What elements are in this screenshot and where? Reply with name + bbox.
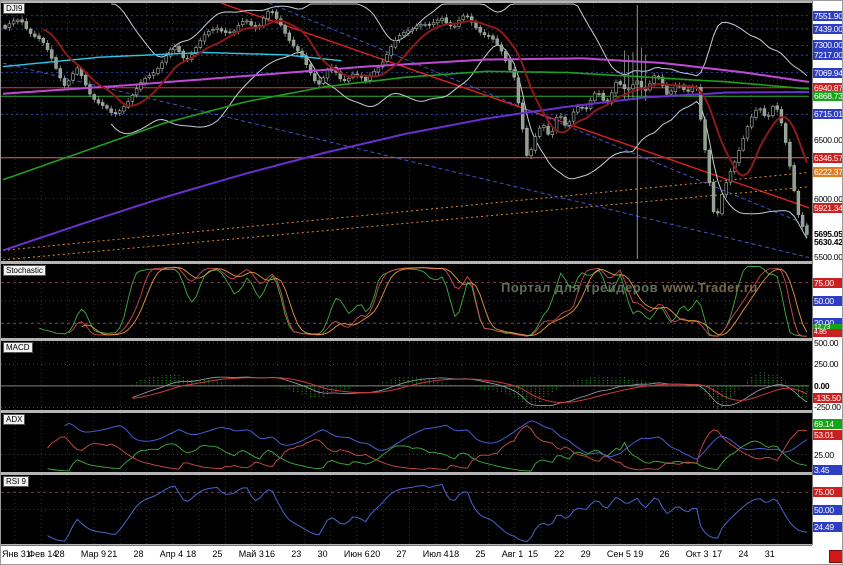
price-scale-value: 250.00: [814, 359, 839, 369]
time-axis-label: Янв 31: [2, 549, 31, 559]
price-scale[interactable]: 7551.90 7439.00 7300.00 7217.00 7069.94 6940.…: [812, 1, 843, 545]
price-scale-value: 6940.87: [813, 83, 842, 93]
macd-layer: [1, 342, 809, 410]
time-axis-label: 29: [580, 549, 591, 559]
indicator-label-macd: MACD: [3, 342, 33, 353]
price-scale-value: 6500.00: [814, 135, 843, 145]
panel-backgrounds: [1, 3, 812, 544]
chart-plot-area[interactable]: DJI9 Stochastic MACD ADX RSI 9 Портал дл…: [1, 1, 812, 545]
time-axis-label: Май 3: [238, 549, 264, 559]
price-scale-value: 25.00: [814, 450, 834, 460]
time-axis-label: 19: [633, 549, 644, 559]
time-axis-label: Апр 4: [159, 549, 184, 559]
price-scale-value: 7300.00: [813, 40, 842, 50]
indicator-label-rsi: RSI 9: [3, 476, 30, 487]
price-scale-value: -250.00: [814, 402, 841, 412]
time-axis-label: 22: [554, 549, 565, 559]
symbol-label: DJI9: [3, 3, 26, 14]
bollinger-bands: [110, 3, 808, 239]
corner-logo-badge[interactable]: [829, 550, 842, 563]
price-scale-value: 53.01: [813, 430, 842, 440]
time-axis-label: Июн 6: [343, 549, 370, 559]
price-scale-value: 7217.00: [813, 50, 842, 60]
moving-averages: [2, 19, 810, 252]
time-axis-label: 15: [528, 549, 539, 559]
time-axis-label: Сен 5: [606, 549, 631, 559]
stochastic-layer: [1, 265, 809, 337]
price-scale-value: 75.00: [813, 487, 842, 497]
watermark: Портал для трейдеров www.Trader.ru: [501, 280, 758, 295]
time-axis-label: 28: [133, 549, 144, 559]
price-scale-value: 3.45: [813, 465, 842, 475]
price-scale-value: 50.00: [813, 296, 842, 306]
price-scale-value: 6222.37: [813, 167, 842, 177]
price-scale-value: -135.50: [813, 393, 842, 403]
price-scale-value: 69.14: [813, 419, 842, 429]
time-axis-label: 25: [212, 549, 223, 559]
time-axis-label: Мар 9: [80, 549, 107, 559]
time-axis-label: 26: [659, 549, 670, 559]
price-scale-value: 5500.00: [814, 252, 843, 262]
watermark-text: Портал для трейдеров: [501, 280, 659, 295]
time-axis-label: 23: [291, 549, 302, 559]
time-axis-label: Июл 4: [422, 549, 449, 559]
price-scale-value: 6346.57: [813, 153, 842, 163]
price-scale-value: 6715.01: [813, 109, 842, 119]
price-scale-value: 6868.73: [813, 91, 842, 101]
time-axis-label: 25: [475, 549, 486, 559]
watermark-site: www.Trader.ru: [662, 280, 758, 295]
time-axis-label: 18: [449, 549, 460, 559]
time-axis-label: Авг 1: [501, 549, 524, 559]
time-axis-label: 24: [738, 549, 749, 559]
price-scale-value: 7439.00: [813, 24, 842, 34]
time-axis-label: 21: [107, 549, 118, 559]
price-scale-value: 50.00: [813, 505, 842, 515]
price-scale-value: 75.00: [813, 278, 842, 288]
time-axis-label: 27: [396, 549, 407, 559]
price-scale-value: 5630.42: [814, 237, 843, 247]
price-scale-value: 12.73: [813, 324, 842, 332]
time-axis-label: 20: [370, 549, 381, 559]
time-axis-label: Окт 3: [685, 549, 709, 559]
price-scale-value: 20.00: [813, 318, 842, 328]
time-axis-label: 28: [54, 549, 65, 559]
price-scale-value: 500.00: [814, 338, 839, 348]
adx-layer: [1, 420, 809, 472]
time-axis-label: 31: [764, 549, 775, 559]
price-scale-value: 7551.90: [813, 11, 842, 21]
rsi-layer: [1, 484, 809, 543]
indicator-label-adx: ADX: [3, 414, 26, 425]
price-scale-value: 4.85: [813, 329, 842, 337]
time-axis-label: 16: [265, 549, 276, 559]
price-scale-value: 5695.05: [814, 229, 843, 239]
chart-canvas[interactable]: [1, 1, 812, 545]
time-axis[interactable]: Янв 31 Фев 14 28 Мар 9 21 28 Апр 4 18 25 Май 3 16 2…: [1, 545, 812, 564]
price-scale-value: 5921.34: [813, 203, 842, 213]
price-scale-value: 7069.94: [813, 68, 842, 78]
price-scale-value: 24.49: [813, 522, 842, 532]
time-axis-label: 30: [317, 549, 328, 559]
price-scale-value: 0.00: [814, 381, 830, 391]
time-axis-label: Фев 14: [28, 549, 58, 559]
time-axis-label: 17: [712, 549, 723, 559]
price-scale-value: 6000.00: [814, 194, 843, 204]
indicator-label-stochastic: Stochastic: [3, 265, 46, 276]
time-axis-label: 18: [186, 549, 197, 559]
